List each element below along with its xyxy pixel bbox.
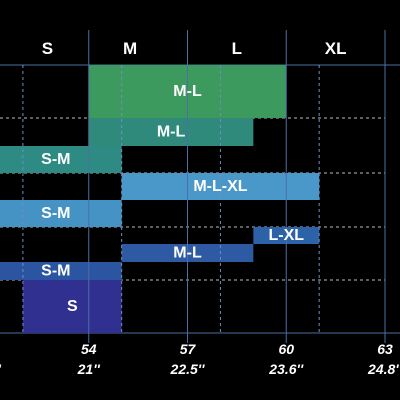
bar-label-2: S-M: [41, 151, 70, 168]
x-tick-cm: 63: [377, 341, 393, 357]
bar-8: [22, 280, 122, 333]
x-tick-in: 23.6'': [268, 361, 304, 377]
bar-label-3: M-L-XL: [193, 178, 247, 195]
size-header-m: M: [123, 39, 137, 58]
size-header-s: S: [42, 39, 53, 58]
bar-label-1: M-L: [157, 124, 186, 141]
bar-1: [88, 118, 254, 146]
bar-2: [0, 146, 122, 173]
bar-label-4: S-M: [41, 205, 70, 222]
bar-label-7: S-M: [41, 263, 70, 280]
bar-label-0: M-L: [173, 83, 202, 100]
bar-4: [0, 200, 122, 227]
size-header-l: L: [232, 39, 242, 58]
x-tick-in: 21'': [77, 361, 101, 377]
bar-7: [0, 262, 122, 280]
bar-label-6: M-L: [173, 245, 202, 262]
x-tick-cm: 60: [278, 341, 294, 357]
bar-label-8: S: [67, 298, 78, 315]
bar-label-5: L-XL: [268, 227, 304, 244]
size-header-xl: XL: [325, 39, 347, 58]
x-tick-cm: 57: [180, 341, 197, 357]
x-tick-in: 24.8'': [367, 361, 400, 377]
x-tick-in: 20": [0, 361, 1, 377]
x-tick-cm: 54: [81, 341, 97, 357]
x-tick-in: 22.5'': [170, 361, 206, 377]
